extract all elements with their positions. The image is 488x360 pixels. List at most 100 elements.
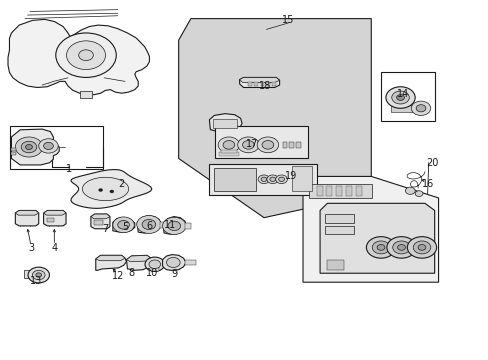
Circle shape — [99, 189, 102, 192]
Circle shape — [218, 137, 239, 153]
Circle shape — [149, 260, 160, 269]
Circle shape — [278, 177, 284, 181]
Circle shape — [414, 191, 422, 197]
Text: 17: 17 — [245, 139, 258, 149]
Circle shape — [242, 140, 254, 149]
Polygon shape — [239, 77, 279, 82]
Circle shape — [371, 241, 389, 254]
Bar — [254, 82, 257, 86]
Polygon shape — [209, 114, 242, 132]
Circle shape — [56, 33, 116, 77]
Bar — [185, 223, 191, 229]
Bar — [11, 152, 16, 155]
Bar — [266, 82, 269, 86]
Circle shape — [405, 187, 414, 194]
Circle shape — [417, 244, 425, 250]
Circle shape — [397, 244, 405, 250]
Circle shape — [43, 142, 53, 149]
Bar — [282, 142, 287, 148]
Bar — [24, 270, 38, 278]
Circle shape — [79, 50, 93, 60]
Bar — [345, 186, 351, 197]
Bar — [325, 226, 353, 234]
Text: 13: 13 — [30, 276, 42, 286]
Text: 3: 3 — [28, 243, 34, 253]
Circle shape — [223, 140, 234, 149]
Text: 5: 5 — [122, 222, 128, 232]
Bar — [316, 186, 322, 197]
Polygon shape — [8, 19, 149, 95]
Circle shape — [145, 257, 164, 271]
Text: 6: 6 — [146, 221, 152, 231]
Text: 9: 9 — [171, 269, 177, 279]
Circle shape — [269, 177, 275, 181]
Circle shape — [266, 175, 278, 184]
Polygon shape — [91, 214, 110, 219]
Circle shape — [142, 220, 156, 229]
Text: 15: 15 — [282, 15, 294, 26]
Text: 19: 19 — [285, 171, 297, 181]
Circle shape — [113, 217, 134, 233]
Ellipse shape — [82, 177, 128, 201]
Bar — [296, 142, 301, 148]
Bar — [380, 72, 434, 121]
Bar — [289, 142, 294, 148]
Polygon shape — [162, 255, 185, 270]
Circle shape — [257, 137, 278, 153]
Circle shape — [262, 140, 273, 149]
Polygon shape — [15, 211, 39, 226]
Bar — [308, 184, 371, 198]
Text: 14: 14 — [397, 89, 409, 99]
Bar — [260, 82, 264, 86]
Text: 4: 4 — [51, 243, 57, 253]
Text: 2: 2 — [118, 179, 124, 189]
Bar — [46, 218, 54, 222]
Polygon shape — [303, 176, 438, 282]
Circle shape — [261, 177, 266, 181]
Circle shape — [386, 237, 415, 258]
Text: 12: 12 — [111, 271, 123, 281]
Circle shape — [407, 237, 436, 258]
Circle shape — [36, 273, 41, 277]
Text: 18: 18 — [258, 81, 270, 91]
Circle shape — [396, 95, 404, 100]
Polygon shape — [126, 255, 152, 270]
Circle shape — [392, 241, 409, 254]
Circle shape — [25, 144, 32, 149]
Polygon shape — [43, 211, 66, 215]
Bar — [219, 152, 238, 156]
Circle shape — [162, 217, 185, 234]
Bar — [355, 186, 361, 197]
Circle shape — [39, 139, 58, 153]
Circle shape — [385, 87, 414, 108]
Polygon shape — [113, 218, 135, 232]
Bar — [248, 82, 251, 86]
Circle shape — [275, 175, 287, 184]
Polygon shape — [15, 211, 39, 215]
Bar — [335, 186, 341, 197]
Text: 1: 1 — [66, 164, 72, 174]
Circle shape — [412, 241, 430, 254]
Polygon shape — [71, 170, 152, 208]
Bar — [159, 222, 166, 228]
Bar — [292, 166, 311, 191]
Polygon shape — [320, 203, 434, 273]
Polygon shape — [96, 255, 126, 270]
Circle shape — [32, 270, 45, 280]
Bar — [11, 148, 16, 151]
Circle shape — [166, 257, 180, 267]
Circle shape — [15, 137, 42, 157]
Circle shape — [21, 141, 37, 153]
Circle shape — [237, 137, 259, 153]
Circle shape — [110, 190, 114, 193]
Bar — [390, 105, 422, 112]
Text: 10: 10 — [145, 268, 158, 278]
Bar — [327, 260, 344, 270]
Polygon shape — [178, 19, 370, 218]
Circle shape — [366, 237, 395, 258]
Bar — [94, 220, 103, 225]
Bar — [184, 260, 195, 265]
Bar — [209, 163, 316, 195]
Bar — [326, 186, 331, 197]
Bar — [221, 150, 236, 153]
